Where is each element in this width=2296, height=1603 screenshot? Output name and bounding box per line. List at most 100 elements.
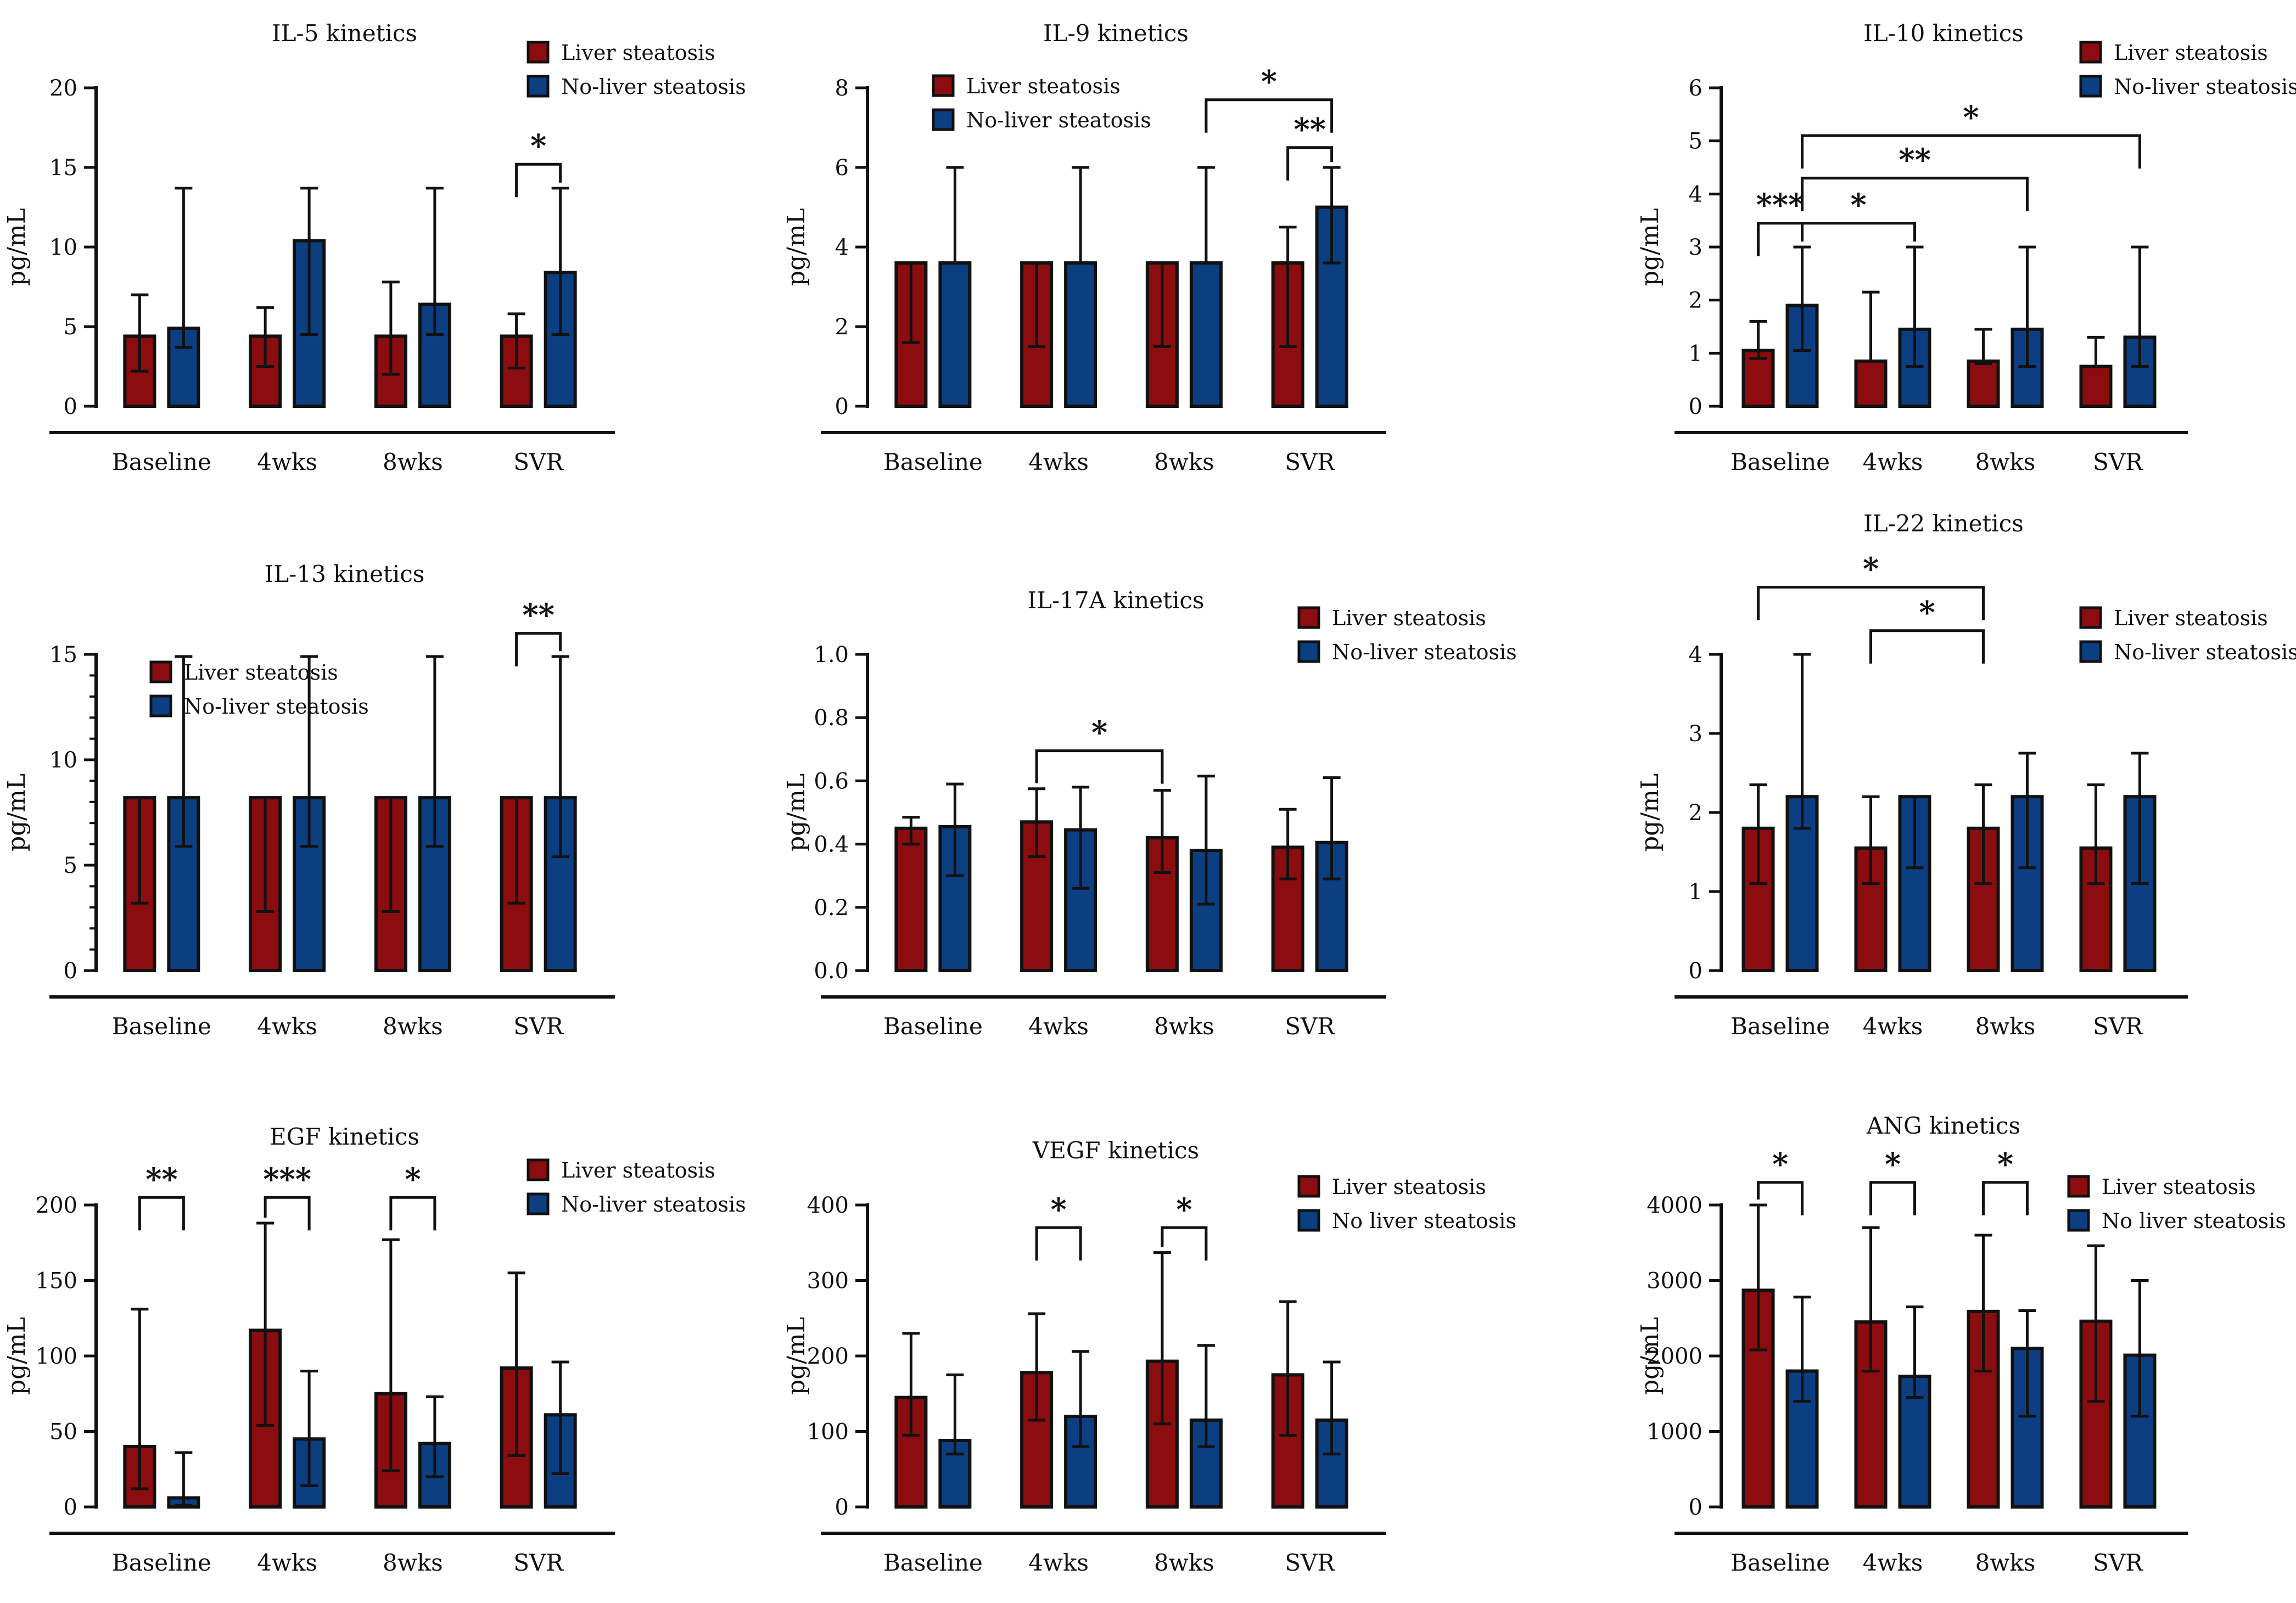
x-tick-label: 4wks <box>1863 449 1923 475</box>
y-tick-label: 200 <box>36 1193 77 1218</box>
legend-swatch-noliver <box>1297 1209 1320 1232</box>
significance-label: ** <box>1293 111 1326 148</box>
x-tick-label: SVR <box>513 449 564 475</box>
y-tick-label: 400 <box>807 1193 849 1218</box>
legend-swatch-noliver <box>932 108 955 131</box>
x-tick-label: 8wks <box>1154 1013 1214 1040</box>
x-tick-label: 4wks <box>1028 1013 1089 1040</box>
legend-label: Liver steatosis <box>2102 1175 2256 1199</box>
y-tick-label: 20 <box>49 76 77 101</box>
significance-bracket <box>138 1196 185 1231</box>
chart-panel-2: IL-9 kinetics pg/mL 0 2 4 6 8 Baseline 4wks 8wks S… <box>782 20 1386 475</box>
significance-label: ** <box>1899 142 1931 178</box>
y-tick-label: 150 <box>36 1269 77 1294</box>
significance-label: * <box>1091 715 1107 751</box>
x-tick-label: Baseline <box>1731 1013 1830 1040</box>
legend-label: No liver steatosis <box>2102 1209 2286 1233</box>
significance-bracket <box>389 1196 436 1231</box>
y-tick-label: 5 <box>64 853 77 878</box>
x-tick-label: 4wks <box>1028 1549 1089 1576</box>
significance-bracket <box>515 162 562 198</box>
x-tick-label: Baseline <box>883 1549 983 1576</box>
significance-label: * <box>1919 595 1935 631</box>
y-axis-label: pg/mL <box>782 208 810 286</box>
legend-swatch-liver <box>1297 1175 1320 1198</box>
chart-title: IL-22 kinetics <box>1863 510 2024 537</box>
y-tick-label: 3 <box>1689 721 1703 747</box>
bar-liver-baseline <box>894 1395 928 1509</box>
y-tick-label: 3 <box>1689 235 1703 260</box>
y-tick-label: 6 <box>1689 76 1703 101</box>
y-axis-label: pg/mL <box>3 1317 31 1395</box>
significance-bracket <box>1869 1181 1916 1215</box>
significance-label: *** <box>263 1161 311 1197</box>
x-tick-label: 8wks <box>1975 1013 2036 1040</box>
x-tick-label: SVR <box>1285 449 1335 475</box>
significance-label: * <box>1963 99 1979 136</box>
significance-bracket <box>1161 1226 1208 1261</box>
bar-noliver-4wks <box>1064 261 1097 408</box>
legend-swatch-noliver <box>527 1192 550 1215</box>
chart-title: IL-10 kinetics <box>1863 20 2024 47</box>
x-tick-label: Baseline <box>1731 449 1830 475</box>
legend-label: Liver steatosis <box>1332 606 1486 630</box>
chart-title: IL-9 kinetics <box>1043 20 1189 47</box>
y-tick-label: 10 <box>49 748 77 773</box>
legend-swatch-liver <box>2079 41 2102 64</box>
y-tick-label: 300 <box>807 1269 849 1294</box>
legend-swatch-noliver <box>2067 1209 2090 1232</box>
significance-label: * <box>1997 1146 2013 1182</box>
y-tick-label: 6 <box>835 155 849 181</box>
significance-label: * <box>1261 64 1277 100</box>
legend-label: Liver steatosis <box>561 1158 715 1182</box>
y-tick-label: 0 <box>835 394 849 419</box>
chart-panel-8: VEGF kinetics pg/mL 0 100 200 300 400 Baseline 4… <box>782 1137 1516 1576</box>
legend-swatch-noliver <box>2079 640 2102 663</box>
y-axis-label: pg/mL <box>1636 1317 1664 1395</box>
legend-swatch-liver <box>527 1158 550 1181</box>
x-tick-label: 8wks <box>1154 1549 1214 1576</box>
legend-swatch-liver <box>932 74 955 97</box>
x-tick-label: 8wks <box>383 449 443 475</box>
y-tick-label: 4 <box>1689 642 1703 668</box>
chart-title: IL-5 kinetics <box>272 20 417 47</box>
legend-label: No-liver steatosis <box>2114 640 2296 664</box>
x-tick-label: Baseline <box>1731 1549 1830 1576</box>
y-tick-label: 1000 <box>1647 1420 1703 1445</box>
legend-label: No-liver steatosis <box>966 108 1151 132</box>
x-tick-label: 8wks <box>1154 449 1214 475</box>
y-axis-label: pg/mL <box>3 774 31 851</box>
chart-title: EGF kinetics <box>270 1123 419 1150</box>
significance-bracket <box>1035 749 1164 784</box>
x-tick-label: 4wks <box>257 1549 317 1576</box>
x-tick-label: 8wks <box>1975 449 2036 475</box>
y-tick-label: 0 <box>64 959 77 984</box>
y-tick-label: 200 <box>807 1344 849 1369</box>
x-tick-label: Baseline <box>112 449 211 475</box>
x-tick-label: Baseline <box>112 1013 211 1040</box>
chart-title: IL-13 kinetics <box>265 561 425 587</box>
chart-title: VEGF kinetics <box>1032 1137 1199 1164</box>
y-tick-label: 8 <box>835 76 849 101</box>
y-tick-label: 0 <box>64 1495 77 1520</box>
x-tick-label: SVR <box>1285 1549 1335 1576</box>
y-tick-label: 10 <box>49 235 77 260</box>
bar-noliver-8wks <box>1189 261 1223 408</box>
significance-label: * <box>1176 1191 1192 1228</box>
y-tick-label: 50 <box>49 1420 77 1445</box>
legend-swatch-noliver <box>527 75 550 98</box>
x-tick-label: SVR <box>2093 1013 2143 1040</box>
significance-bracket <box>1757 222 1804 256</box>
chart-panel-7: EGF kinetics pg/mL 0 50 100 150 200 Baseline 4wk… <box>3 1123 746 1576</box>
bar-liver-baseline <box>894 826 928 973</box>
x-tick-label: 8wks <box>1975 1549 2036 1576</box>
y-tick-label: 4 <box>1689 182 1703 207</box>
x-tick-label: SVR <box>2093 449 2143 475</box>
significance-bracket <box>1982 1181 2029 1215</box>
y-tick-label: 100 <box>807 1420 849 1445</box>
x-tick-label: Baseline <box>883 1013 983 1040</box>
significance-label: * <box>1885 1146 1901 1182</box>
legend-label: Liver steatosis <box>966 74 1121 98</box>
y-tick-label: 0.8 <box>814 705 849 731</box>
